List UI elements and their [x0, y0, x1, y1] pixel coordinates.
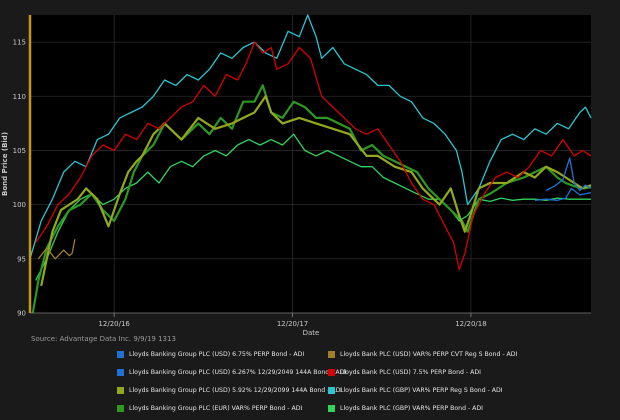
legend-item: Lloyds Banking Group PLC (EUR) VAR% PERP… — [117, 405, 302, 412]
plot-background — [30, 15, 591, 313]
legend-label: Lloyds Bank PLC (GBP) VAR% PERP Reg S Bo… — [340, 387, 503, 394]
series-line-3 — [40, 95, 592, 287]
legend-swatch — [117, 369, 124, 376]
legend-label: Lloyds Bank PLC (GBP) VAR% PERP Bond - A… — [340, 405, 483, 412]
legend-label: Lloyds Banking Group PLC (USD) 6.75% PER… — [129, 351, 305, 358]
x-tick-label: 12/20/18 — [455, 320, 486, 328]
legend-swatch — [328, 369, 335, 376]
legend-item: Lloyds Bank PLC (USD) VAR% PERP CVT Reg … — [328, 351, 517, 358]
legend-label: Lloyds Banking Group PLC (EUR) VAR% PERP… — [129, 405, 303, 412]
y-tick-label: 95 — [17, 255, 26, 263]
legend-label: Lloyds Bank PLC (USD) 7.5% PERP Bond - A… — [340, 369, 481, 376]
x-tick-label: 12/20/16 — [98, 320, 130, 328]
legend-item: Lloyds Bank PLC (USD) 7.5% PERP Bond - A… — [328, 369, 481, 376]
x-axis-label: Date — [303, 329, 320, 337]
chart-source-note: Source: Advantage Data Inc. 9/9/19 1313 — [31, 335, 176, 343]
series-lines — [29, 14, 592, 314]
legend-swatch — [117, 351, 124, 358]
series-line-2 — [534, 187, 592, 201]
y-tick-label: 105 — [13, 147, 26, 155]
series-line-7 — [29, 14, 592, 259]
axes: 90 95 100 105 110 115 12/20/16 12/20/17 12/20/18 — [13, 15, 591, 328]
legend-item: Lloyds Banking Group PLC (USD) 6.75% PER… — [117, 351, 304, 358]
y-tick-label: 90 — [17, 310, 26, 318]
y-axis-label: Bond Price (Bid) — [1, 132, 9, 196]
bond-price-chart: 90 95 100 105 110 115 12/20/16 12/20/17 12/20/18… — [1, 14, 592, 337]
legend-item: Lloyds Banking Group PLC (USD) 5.92% 12/… — [117, 387, 342, 394]
legend-item: Lloyds Banking Group PLC (USD) 6.267% 12… — [117, 369, 346, 376]
y-tick-label: 100 — [13, 201, 26, 209]
x-tick-label: 12/20/17 — [277, 320, 308, 328]
legend-swatch — [328, 351, 335, 358]
legend-label: Lloyds Banking Group PLC (USD) 5.92% 12/… — [129, 387, 343, 394]
series-line-1 — [545, 157, 592, 192]
series-line-6 — [35, 41, 592, 271]
series-line-4 — [31, 84, 592, 314]
legend-swatch — [117, 405, 124, 412]
legend-label: Lloyds Bank PLC (USD) VAR% PERP CVT Reg … — [340, 351, 518, 358]
legend-item: Lloyds Bank PLC (GBP) VAR% PERP Bond - A… — [328, 405, 483, 412]
y-tick-label: 110 — [13, 93, 26, 101]
y-tick-label: 115 — [13, 39, 26, 47]
series-line-5 — [37, 239, 76, 260]
legend-swatch — [328, 405, 335, 412]
legend-item: Lloyds Bank PLC (GBP) VAR% PERP Reg S Bo… — [328, 387, 503, 394]
legend-label: Lloyds Banking Group PLC (USD) 6.267% 12… — [129, 369, 347, 376]
legend-swatch — [328, 387, 335, 394]
legend-swatch — [117, 387, 124, 394]
